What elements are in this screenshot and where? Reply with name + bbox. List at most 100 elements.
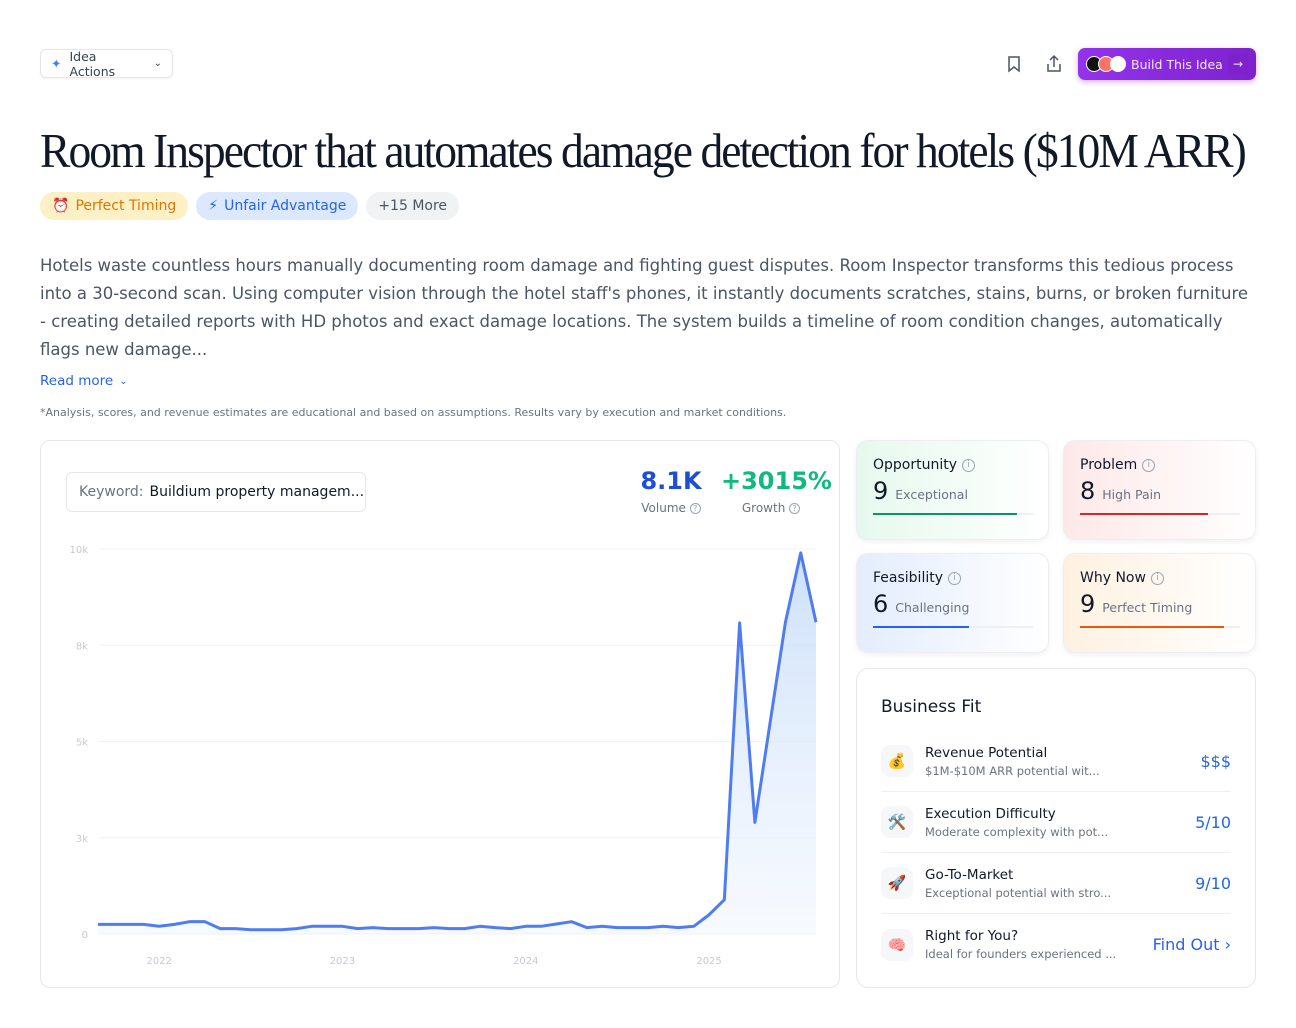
info-icon[interactable]: i bbox=[1150, 571, 1164, 585]
row-title: Go-To-Market bbox=[925, 866, 1014, 883]
sparkle-icon: ✦ bbox=[51, 56, 62, 71]
help-icon[interactable]: ? bbox=[689, 503, 701, 514]
help-icon[interactable]: ? bbox=[789, 503, 801, 514]
row-value: 9/10 bbox=[1195, 873, 1231, 893]
y-tick-label: 5k bbox=[76, 738, 88, 749]
row-subtitle: Ideal for founders experienced ... bbox=[925, 947, 1117, 961]
row-title: Revenue Potential bbox=[925, 744, 1048, 761]
row-value: 5/10 bbox=[1195, 812, 1231, 832]
score-value: 9 bbox=[1080, 590, 1096, 618]
growth-label: Growth bbox=[741, 501, 786, 515]
row-subtitle: Exceptional potential with stro... bbox=[925, 885, 1112, 900]
growth-value: +3015% bbox=[721, 467, 832, 495]
business-fit-row-right-for-you[interactable]: 🧠 Right for You? Ideal for founders exper… bbox=[881, 914, 1231, 975]
score-bar bbox=[873, 626, 1033, 628]
keyword-label: Keyword: bbox=[79, 484, 144, 500]
tag-more[interactable]: +15 More bbox=[366, 192, 460, 220]
page-title: Room Inspector that automates damage det… bbox=[40, 123, 1247, 178]
score-value: 6 bbox=[873, 590, 889, 618]
business-fit-row-go-to-market: 🚀 Go-To-Market Exceptional potential with… bbox=[881, 853, 1231, 914]
score-title: Opportunity bbox=[873, 457, 958, 473]
tag-list: ⏰ Perfect Timing ⚡ Unfair Advantage +15 Mo… bbox=[40, 192, 460, 220]
read-more-link[interactable]: Read more ⌄ bbox=[40, 373, 128, 389]
x-tick-label: 2025 bbox=[696, 956, 721, 967]
lightning-icon: ⚡ bbox=[208, 198, 219, 214]
score-value: 8 bbox=[1080, 477, 1096, 505]
keyword-select[interactable]: Keyword: Buildium property managem... ⌄ bbox=[66, 472, 366, 512]
y-tick-label: 3k bbox=[76, 834, 88, 845]
alarm-clock-icon: ⏰ bbox=[52, 198, 70, 214]
x-tick-label: 2023 bbox=[330, 956, 355, 967]
business-fit-card: Business Fit 💰 Revenue Potential $1M-$10M… bbox=[856, 668, 1256, 988]
score-bar-fill bbox=[1080, 513, 1208, 515]
series-line bbox=[98, 551, 818, 932]
build-this-idea-button[interactable]: Build This Idea → bbox=[1078, 48, 1256, 80]
trend-chart-card: Keyword: Buildium property managem... ⌄ … bbox=[40, 440, 840, 988]
search-volume-chart: 0 3k 5k 8k 10k 2022 2023 2024 2025 bbox=[69, 545, 818, 967]
score-title: Problem bbox=[1080, 457, 1138, 473]
info-icon[interactable]: i bbox=[962, 458, 976, 472]
tag-label: Unfair Advantage bbox=[224, 198, 347, 214]
info-icon[interactable]: i bbox=[1142, 458, 1156, 472]
row-title: Execution Difficulty bbox=[925, 805, 1056, 822]
row-title: Right for You? bbox=[925, 928, 1019, 944]
keyword-value: Buildium property managem... bbox=[149, 484, 365, 500]
rocket-icon: 🚀 bbox=[881, 867, 913, 899]
bookmark-icon[interactable] bbox=[1004, 54, 1024, 74]
tag-perfect-timing[interactable]: ⏰ Perfect Timing bbox=[40, 192, 189, 220]
score-bar-fill bbox=[873, 513, 1017, 515]
score-title: Why Now bbox=[1080, 570, 1146, 586]
x-tick-label: 2022 bbox=[146, 956, 171, 967]
money-bag-icon: 💰 bbox=[881, 745, 913, 777]
read-more-label: Read more bbox=[40, 373, 114, 389]
score-title: Feasibility bbox=[873, 570, 943, 586]
row-value: $$$ bbox=[1200, 751, 1231, 771]
share-icon[interactable] bbox=[1044, 54, 1064, 74]
brain-icon: 🧠 bbox=[881, 928, 913, 961]
business-fit-title: Business Fit bbox=[881, 697, 982, 717]
score-label: Challenging bbox=[895, 600, 970, 615]
score-bar bbox=[1080, 513, 1240, 515]
y-tick-label: 10k bbox=[69, 545, 88, 556]
idea-actions-label: Idea Actions bbox=[69, 48, 116, 79]
partner-logos bbox=[1086, 56, 1126, 72]
score-bar bbox=[1080, 626, 1240, 628]
tag-label: +15 More bbox=[378, 198, 448, 214]
business-fit-row-revenue-potential: 💰 Revenue Potential $1M-$10M ARR potentia… bbox=[881, 731, 1231, 792]
idea-description: Hotels waste countless hours manually do… bbox=[40, 256, 1249, 359]
volume-stat: 8.1K Volume ? bbox=[631, 467, 711, 515]
x-tick-label: 2024 bbox=[513, 956, 538, 967]
build-label: Build This Idea bbox=[1131, 56, 1223, 72]
volume-value: 8.1K bbox=[640, 467, 702, 495]
score-value: 9 bbox=[873, 477, 889, 505]
score-bar bbox=[873, 513, 1033, 515]
y-tick-label: 8k bbox=[76, 641, 88, 652]
chevron-down-icon: ⌄ bbox=[153, 58, 162, 69]
score-label: High Pain bbox=[1102, 487, 1162, 502]
disclaimer: *Analysis, scores, and revenue estimates… bbox=[40, 406, 787, 419]
idea-actions-button[interactable]: ✦ Idea Actions ⌄ bbox=[40, 48, 173, 79]
row-subtitle: Moderate complexity with pot... bbox=[925, 824, 1109, 839]
tag-unfair-advantage[interactable]: ⚡ Unfair Advantage bbox=[196, 192, 359, 220]
score-label: Perfect Timing bbox=[1102, 600, 1193, 615]
score-label: Exceptional bbox=[895, 487, 968, 502]
y-tick-label: 0 bbox=[82, 930, 88, 941]
score-bar-fill bbox=[873, 626, 969, 628]
row-subtitle: $1M-$10M ARR potential wit... bbox=[925, 763, 1100, 778]
score-bar-fill bbox=[1080, 626, 1224, 628]
volume-label: Volume bbox=[641, 501, 686, 515]
score-card-problem[interactable]: Problem i 8 High Pain bbox=[1063, 440, 1256, 540]
tools-icon: 🛠️ bbox=[881, 806, 913, 838]
info-icon[interactable]: i bbox=[948, 571, 961, 585]
area-fill bbox=[98, 552, 816, 934]
arrow-right-icon: → bbox=[1228, 54, 1248, 74]
score-grid: Opportunity i 9 Exceptional Problem i 8 High… bbox=[856, 440, 1256, 653]
score-card-opportunity[interactable]: Opportunity i 9 Exceptional bbox=[856, 440, 1049, 540]
business-fit-row-execution-difficulty: 🛠️ Execution Difficulty Moderate complexi… bbox=[881, 792, 1231, 853]
tag-label: Perfect Timing bbox=[75, 198, 177, 214]
growth-stat: +3015% Growth ? bbox=[721, 467, 832, 515]
score-card-feasibility[interactable]: Feasibility i 6 Challenging bbox=[856, 553, 1049, 653]
find-out-link[interactable]: Find Out › bbox=[1152, 935, 1231, 954]
chevron-down-icon: ⌄ bbox=[119, 375, 128, 387]
score-card-why-now[interactable]: Why Now i 9 Perfect Timing bbox=[1063, 553, 1256, 653]
